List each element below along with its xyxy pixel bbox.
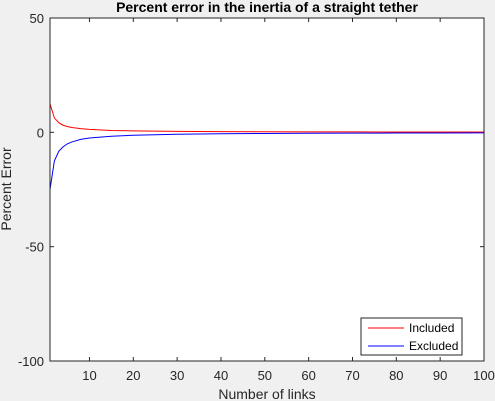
series-line-included bbox=[49, 103, 485, 133]
legend-label-excluded: Excluded bbox=[409, 339, 458, 353]
plot-area bbox=[50, 18, 484, 361]
x-tick-label: 20 bbox=[126, 368, 140, 383]
y-tick-label: -100 bbox=[18, 354, 44, 369]
y-tick-label: 0 bbox=[37, 125, 44, 140]
x-tick-label: 30 bbox=[170, 368, 184, 383]
x-tick-label: 10 bbox=[82, 368, 96, 383]
legend: Included Excluded bbox=[360, 317, 463, 356]
series-line-excluded bbox=[49, 132, 485, 190]
x-tick-label: 70 bbox=[345, 368, 359, 383]
x-axis-label: Number of links bbox=[218, 386, 315, 401]
x-tick-label: 90 bbox=[433, 368, 447, 383]
x-tick-label: 100 bbox=[473, 368, 495, 383]
legend-label-included: Included bbox=[409, 321, 454, 335]
legend-box bbox=[360, 317, 463, 356]
x-tick-label: 40 bbox=[214, 368, 228, 383]
series-lines bbox=[49, 103, 485, 190]
axis-ticks: 10 20 30 40 50 60 70 80 90 100 -100 -50 0 50 bbox=[18, 11, 495, 383]
chart-title: Percent error in the inertia of a straig… bbox=[116, 0, 418, 15]
y-tick-label: 50 bbox=[30, 11, 44, 26]
y-axis-label: Percent Error bbox=[0, 147, 14, 231]
y-tick-label: -50 bbox=[25, 240, 44, 255]
x-tick-label: 80 bbox=[389, 368, 403, 383]
plot-border bbox=[49, 17, 485, 362]
x-tick-label: 50 bbox=[258, 368, 272, 383]
x-tick-label: 60 bbox=[301, 368, 315, 383]
